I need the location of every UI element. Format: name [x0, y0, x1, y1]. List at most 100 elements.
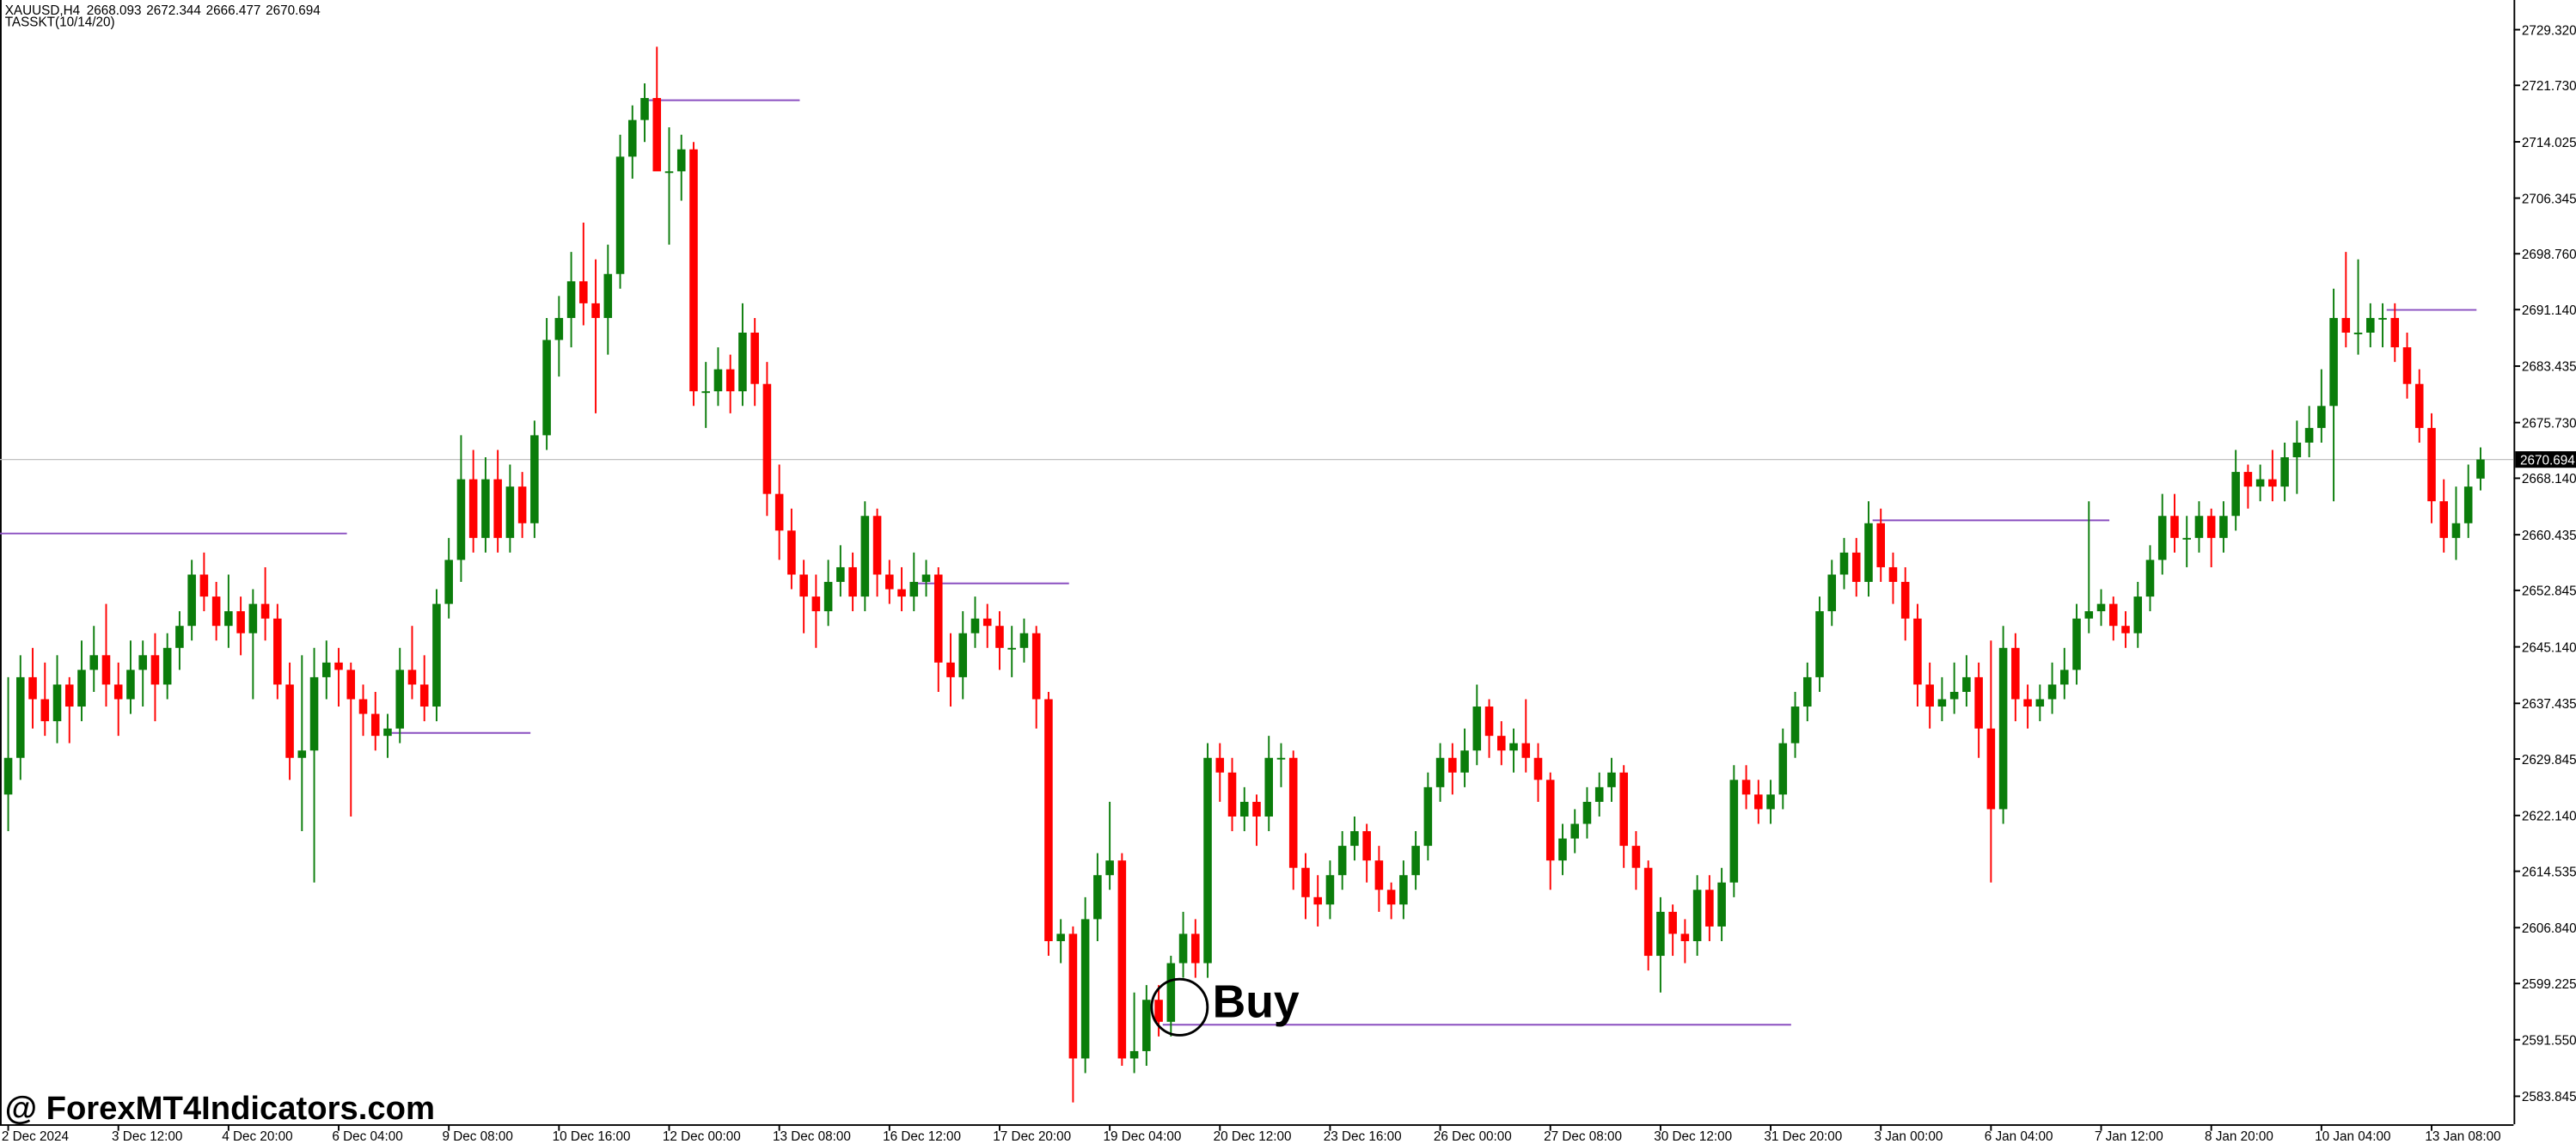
candle-body: [2084, 611, 2094, 619]
y-tick-label: 2645.140: [2522, 640, 2576, 655]
candle-body: [493, 479, 502, 538]
y-tick-label: 2698.760: [2522, 248, 2576, 262]
candle-body: [2463, 486, 2473, 523]
candle-body: [1741, 780, 1751, 795]
x-tick-label: 27 Dec 08:00: [1544, 1129, 1622, 1144]
candle-body: [701, 391, 710, 394]
candle-body: [652, 98, 662, 172]
x-tick-label: 16 Dec 12:00: [883, 1129, 961, 1144]
candle-body: [322, 662, 331, 677]
candle-body: [1386, 890, 1396, 905]
candle-body: [2317, 406, 2326, 428]
candle-body: [1913, 618, 1922, 685]
candle-body: [407, 670, 417, 685]
candle-body: [787, 530, 796, 575]
candle-body: [2451, 523, 2461, 538]
candle-body: [1864, 523, 1873, 583]
candle-body: [1350, 831, 1359, 847]
candle-body: [566, 281, 576, 318]
candle-body: [676, 149, 686, 172]
candle-body: [16, 676, 25, 758]
y-tick-label: 2652.845: [2522, 584, 2576, 599]
candle-body: [664, 171, 674, 174]
candle-body: [2072, 618, 2081, 670]
y-tick-label: 2706.345: [2522, 192, 2576, 206]
candle-body: [1093, 875, 1102, 920]
candle-body: [1227, 772, 1237, 817]
y-tick-label: 2614.535: [2522, 865, 2576, 879]
candle-body: [909, 582, 919, 597]
candle-body: [1802, 676, 1812, 707]
candle-body: [689, 149, 698, 392]
candle-body: [89, 655, 99, 670]
candle-body: [823, 582, 833, 612]
candle-body: [750, 333, 759, 384]
x-tick-label: 17 Dec 20:00: [993, 1129, 1071, 1144]
candle-body: [1325, 875, 1335, 905]
candle-body: [2255, 479, 2265, 487]
x-tick-label: 3 Jan 00:00: [1875, 1129, 1943, 1144]
candle-body: [395, 670, 405, 729]
candle-body: [2243, 472, 2253, 487]
candle-body: [1117, 860, 1127, 1059]
y-tick-label: 2599.225: [2522, 977, 2576, 992]
candle-body: [1301, 867, 1310, 897]
candle-body: [64, 684, 74, 707]
candle-body: [1435, 757, 1445, 787]
candle-body: [1399, 875, 1408, 905]
x-tick-label: 23 Dec 16:00: [1324, 1129, 1402, 1144]
last-open: 2668.093: [87, 3, 142, 18]
candle-body: [1337, 846, 1347, 876]
candle-body: [872, 516, 882, 575]
candle-body: [517, 486, 527, 523]
candle-body: [1362, 831, 1371, 861]
candle-body: [2219, 516, 2228, 538]
candle-body: [579, 281, 588, 303]
candle-body: [933, 574, 943, 663]
price-label: 2670.694: [2520, 453, 2575, 468]
candle-body: [199, 574, 209, 597]
candle-body: [358, 699, 368, 714]
candle-body: [1484, 707, 1494, 737]
candle-body: [1815, 611, 1824, 677]
candle-body: [2304, 427, 2314, 443]
candle-body: [2194, 516, 2204, 538]
candle-body: [1154, 1000, 1163, 1022]
candle-body: [542, 340, 551, 436]
y-tick-label: 2714.025: [2522, 136, 2576, 150]
candle-body: [211, 596, 221, 627]
candle-body: [346, 670, 356, 700]
candle-body: [2366, 317, 2375, 333]
x-tick-label: 3 Dec 12:00: [112, 1129, 182, 1144]
chart-header: XAUUSD,H4 2668.093 2672.344 2666.477 2670.69…: [5, 3, 321, 18]
candle-body: [1129, 1050, 1139, 1059]
candle-body: [77, 670, 86, 707]
candle-body: [1056, 933, 1065, 941]
watermark: @ ForexMT4Indicators.com: [5, 1090, 435, 1127]
candle-body: [1705, 890, 1714, 927]
x-tick-label: 13 Jan 08:00: [2425, 1129, 2500, 1144]
candle-body: [1448, 757, 1457, 773]
candle-body: [126, 670, 135, 700]
x-tick-label: 10 Dec 16:00: [553, 1129, 631, 1144]
y-tick-label: 2721.730: [2522, 79, 2576, 94]
candle-body: [1656, 911, 1665, 957]
candle-body: [1937, 699, 1947, 707]
candle-body: [1252, 801, 1261, 817]
last-low: 2666.477: [206, 3, 261, 18]
candle-body: [1472, 707, 1482, 751]
candle-body: [1215, 757, 1225, 773]
candle-body: [468, 479, 478, 538]
candle-body: [224, 611, 233, 627]
y-tick-label: 2683.435: [2522, 360, 2576, 375]
candle-body: [113, 684, 123, 700]
candle-body: [860, 516, 870, 597]
x-tick-label: 6 Dec 04:00: [332, 1129, 402, 1144]
candle-body: [1998, 647, 2008, 810]
y-tick-label: 2591.550: [2522, 1033, 2576, 1048]
candle-body: [383, 728, 392, 737]
candle-body: [1949, 691, 1959, 700]
candle-body: [1203, 757, 1212, 964]
x-tick-label: 12 Dec 00:00: [663, 1129, 741, 1144]
candle-body: [444, 560, 453, 604]
